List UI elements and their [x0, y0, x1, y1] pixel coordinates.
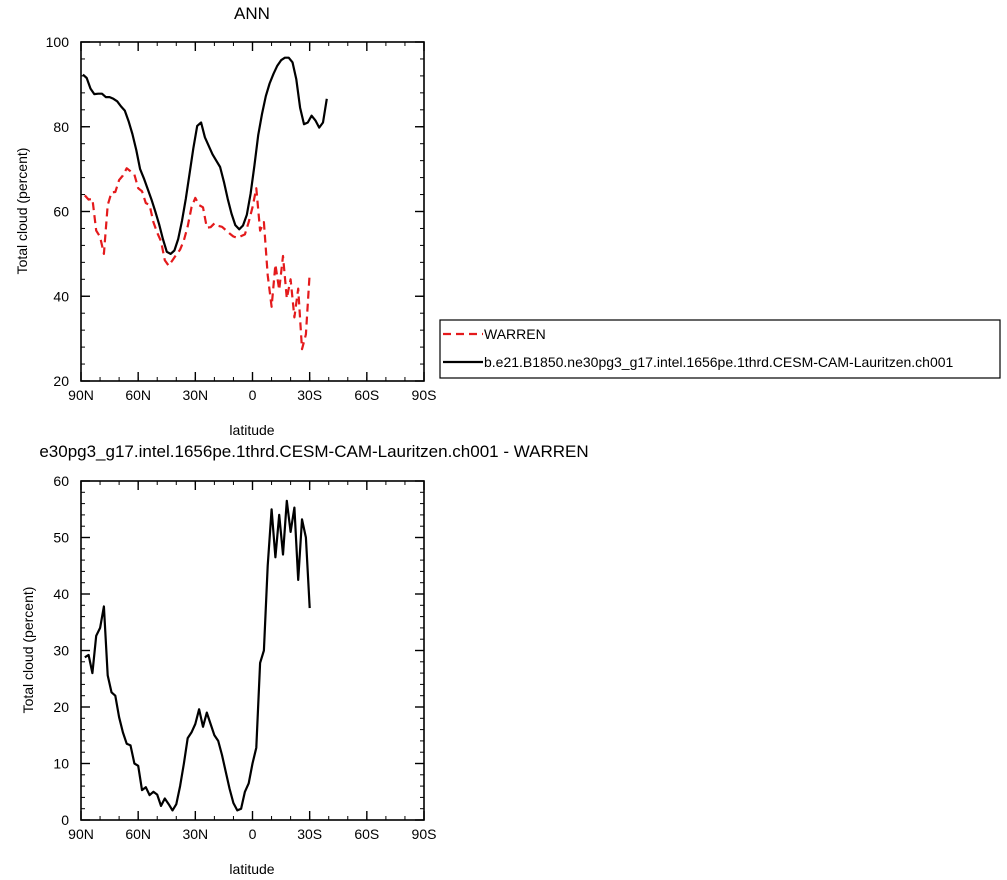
y-tick-label: 10 [53, 756, 69, 772]
plot-frame [80, 480, 425, 821]
y-axis-label: Total cloud (percent) [20, 587, 36, 714]
series-line-warren [83, 167, 311, 351]
x-tick-label: 30S [297, 826, 322, 842]
plot-frame [80, 41, 425, 382]
legend-entry-model: b.e21.B1850.ne30pg3_g17.intel.1656pe.1th… [484, 354, 954, 370]
legend-entry-warren: WARREN [484, 326, 546, 342]
plot-area [82, 56, 328, 351]
y-tick-label: 20 [53, 373, 69, 389]
y-tick-label: 0 [61, 812, 69, 828]
legend: WARREN b.e21.B1850.ne30pg3_g17.intel.165… [439, 319, 1001, 379]
chart-title: e30pg3_g17.intel.1656pe.1thrd.CESM-CAM-L… [39, 442, 588, 461]
y-tick-label: 80 [53, 119, 69, 135]
x-tick-label: 60N [125, 387, 151, 403]
y-tick-label: 60 [53, 204, 69, 220]
chart-title: ANN [234, 4, 270, 23]
x-tick-label: 30N [182, 387, 208, 403]
panel-top: ANN 90N 60N 30N 0 30S 60S 90S 20 40 60 80 100 latit… [14, 4, 1001, 438]
y-tick-label: 40 [53, 288, 69, 304]
x-tick-label: 0 [249, 387, 257, 403]
y-tick-label: 50 [53, 530, 69, 546]
y-tick-label: 100 [46, 34, 70, 50]
x-tick-label: 90N [68, 826, 94, 842]
plot-area [84, 499, 311, 812]
y-tick-label: 20 [53, 699, 69, 715]
x-tick-label: 0 [249, 826, 257, 842]
x-tick-label: 90N [68, 387, 94, 403]
x-tick-label: 90S [412, 387, 437, 403]
axis-ticks: 90N 60N 30N 0 30S 60S 90S 0 10 20 30 40 50 60 [53, 473, 436, 842]
x-tick-label: 30S [297, 387, 322, 403]
x-tick-label: 60N [125, 826, 151, 842]
x-tick-label: 60S [354, 387, 379, 403]
panel-bottom: e30pg3_g17.intel.1656pe.1thrd.CESM-CAM-L… [20, 442, 589, 877]
y-tick-label: 60 [53, 473, 69, 489]
y-axis-label: Total cloud (percent) [14, 148, 30, 275]
x-axis-label: latitude [229, 422, 274, 438]
x-tick-label: 60S [354, 826, 379, 842]
x-axis-label: latitude [229, 861, 274, 877]
axis-ticks: 90N 60N 30N 0 30S 60S 90S 20 40 60 80 100 [46, 34, 437, 403]
series-line-model [84, 499, 311, 812]
y-tick-label: 40 [53, 586, 69, 602]
x-tick-label: 30N [182, 826, 208, 842]
y-tick-label: 30 [53, 643, 69, 659]
x-tick-label: 90S [412, 826, 437, 842]
series-line-model [82, 56, 328, 255]
legend-box [439, 319, 1001, 379]
